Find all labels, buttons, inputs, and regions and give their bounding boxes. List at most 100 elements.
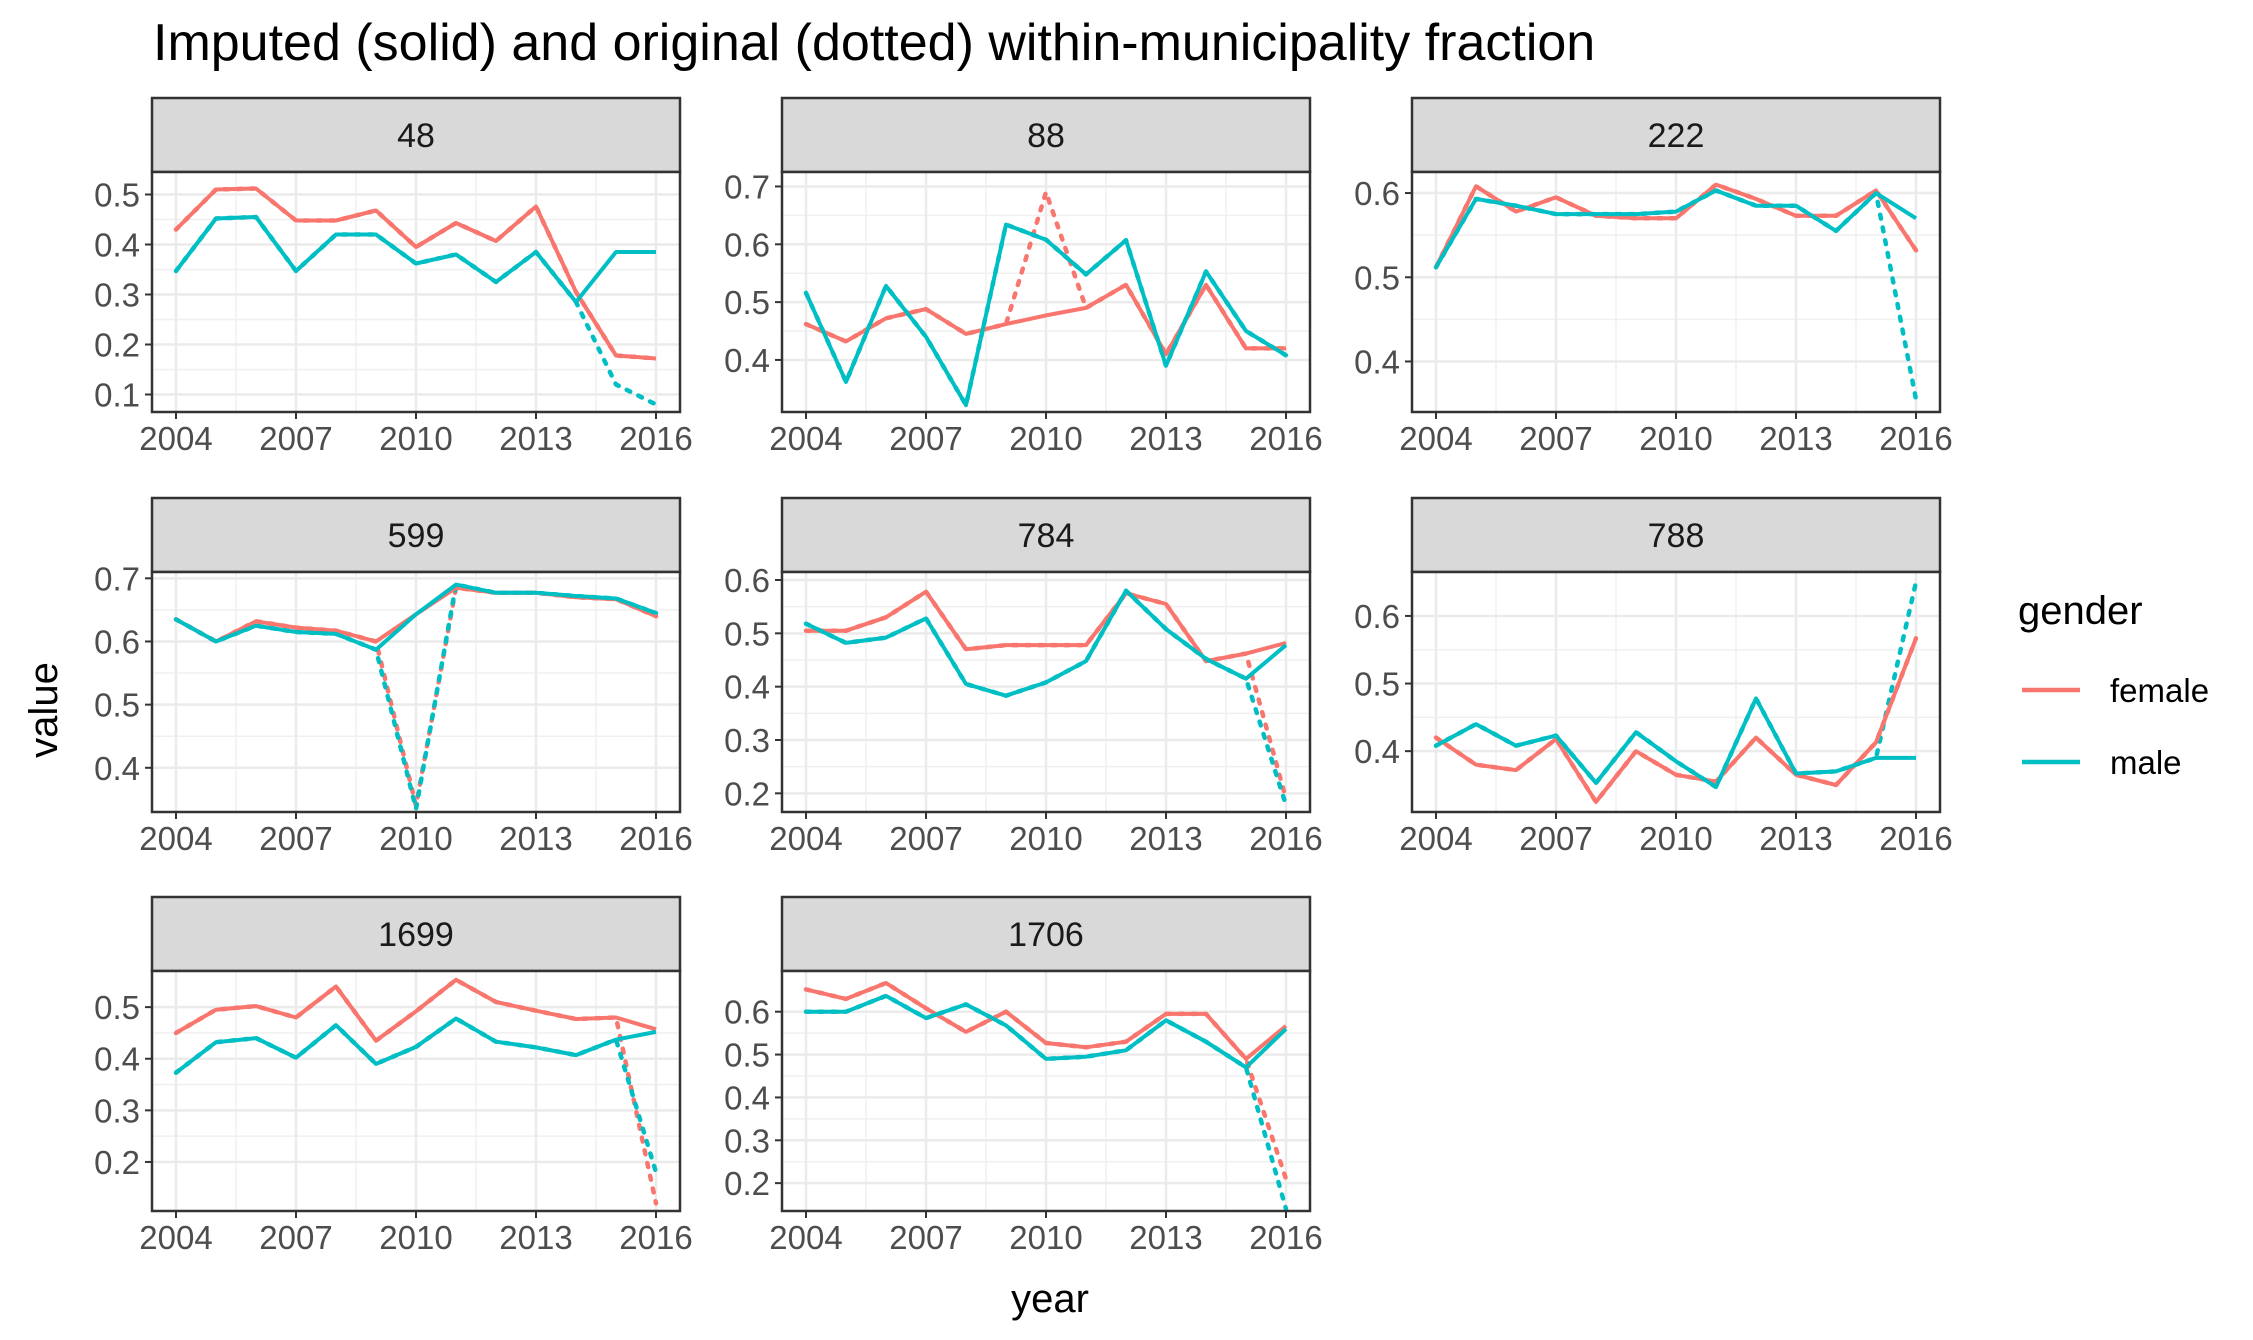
- y-tick-label: 0.5: [724, 615, 770, 652]
- x-tick-label: 2004: [1399, 820, 1472, 857]
- panel-788: 788 2004 2007 2010 2013 2016 0.4 0.5 0.6: [1354, 496, 1953, 857]
- x-tick-label: 2010: [379, 1219, 452, 1256]
- panel-strip: [1410, 96, 1942, 174]
- y-tick-label: 0.4: [1354, 733, 1400, 770]
- y-tick-label: 0.6: [724, 226, 770, 263]
- panel-lines: [803, 588, 1289, 808]
- x-tick-label: 2007: [889, 420, 962, 457]
- imputed-line-female: [805, 282, 1286, 357]
- panel-border: [1410, 570, 1942, 814]
- x-tick-label: 2016: [1249, 420, 1322, 457]
- y-tick-label: 0.2: [724, 775, 770, 812]
- legend-entries: female male: [2022, 672, 2209, 781]
- imputed-line-female: [1434, 637, 1918, 804]
- x-tick-label: 2007: [1519, 420, 1592, 457]
- x-tick-label: 2016: [619, 820, 692, 857]
- x-tick-label: 2004: [769, 420, 842, 457]
- x-tick-label: 2016: [1879, 420, 1952, 457]
- imputed-line-female: [1434, 182, 1918, 269]
- y-tick-label: 0.3: [94, 1092, 140, 1129]
- x-tick-label: 2010: [1009, 1219, 1082, 1256]
- y-tick-label: 0.4: [724, 669, 770, 706]
- panel-label: 88: [1027, 117, 1065, 155]
- y-tick-label: 0.5: [94, 989, 140, 1026]
- x-tick-label: 2004: [769, 1219, 842, 1256]
- y-tick-label: 0.5: [94, 687, 140, 724]
- x-tick-label: 2016: [619, 1219, 692, 1256]
- panel-strip: [150, 96, 682, 174]
- y-tick-label: 0.4: [94, 750, 140, 787]
- panel-784: 784 2004 2007 2010 2013 2016 0.2 0.3 0.4 0.5 0.6: [724, 496, 1323, 857]
- x-tick-label: 2013: [1759, 420, 1832, 457]
- panel-lines: [173, 186, 659, 407]
- imputed-line-male: [1434, 188, 1918, 269]
- x-tick-label: 2010: [1009, 420, 1082, 457]
- x-tick-label: 2010: [1009, 820, 1082, 857]
- panel-48: 48 2004 2007 2010 2013 2016 0.1 0.2 0.3 0.4 0.5: [94, 96, 693, 457]
- x-tick-label: 2013: [1129, 820, 1202, 857]
- original-line-male: [173, 582, 659, 812]
- panel-label: 222: [1648, 117, 1705, 155]
- panel-border: [150, 969, 682, 1213]
- panel-strip: [150, 895, 682, 973]
- y-tick-label: 0.4: [724, 1079, 770, 1116]
- legend-label-male: male: [2110, 744, 2182, 781]
- panel-strip: [150, 496, 682, 574]
- panel-label: 784: [1018, 517, 1075, 555]
- y-tick-label: 0.4: [724, 342, 770, 379]
- panel-lines: [173, 977, 659, 1206]
- y-tick-label: 0.7: [94, 560, 140, 597]
- imputed-line-male: [804, 222, 1288, 408]
- imputed-line-female: [174, 186, 657, 361]
- panel-lines: [1433, 579, 1919, 805]
- x-tick-label: 2010: [379, 820, 452, 857]
- y-tick-label: 0.4: [94, 227, 140, 264]
- panel-lines: [803, 980, 1289, 1211]
- y-tick-label: 0.2: [94, 327, 140, 364]
- x-tick-label: 2004: [1399, 420, 1472, 457]
- panel-lines: [1433, 182, 1919, 402]
- x-tick-label: 2016: [619, 420, 692, 457]
- x-tick-label: 2016: [1249, 1219, 1322, 1256]
- imputed-line-male: [174, 215, 656, 304]
- y-tick-label: 0.6: [94, 623, 140, 660]
- x-tick-label: 2013: [1129, 420, 1202, 457]
- x-tick-label: 2007: [259, 820, 332, 857]
- panel-strip: [780, 496, 1312, 574]
- y-tick-label: 0.3: [94, 277, 140, 314]
- y-tick-label: 0.4: [1354, 343, 1400, 380]
- x-tick-label: 2013: [1129, 1219, 1202, 1256]
- panels-layer: 48 2004 2007 2010 2013 2016 0.1 0.2 0.3 0.4 0.5 88 2…: [94, 96, 1953, 1256]
- panel-strip: [1410, 496, 1942, 574]
- y-tick-label: 0.2: [94, 1144, 140, 1181]
- y-tick-label: 0.5: [1354, 259, 1400, 296]
- panel-label: 48: [397, 117, 435, 155]
- x-tick-label: 2007: [259, 420, 332, 457]
- imputed-line-male: [175, 582, 657, 652]
- x-axis-title: year: [1011, 1277, 1089, 1321]
- chart-title: Imputed (solid) and original (dotted) wi…: [153, 14, 1595, 72]
- x-tick-label: 2013: [1759, 820, 1832, 857]
- y-tick-label: 0.6: [1354, 175, 1400, 212]
- y-tick-label: 0.1: [94, 377, 140, 414]
- imputed-line-male: [1435, 696, 1916, 789]
- panel-label: 599: [388, 517, 445, 555]
- y-tick-label: 0.5: [724, 1037, 770, 1074]
- panel-border: [150, 570, 682, 814]
- y-tick-label: 0.3: [724, 1122, 770, 1159]
- x-tick-label: 2016: [1879, 820, 1952, 857]
- y-tick-label: 0.5: [94, 177, 140, 214]
- y-axis-title: value: [22, 662, 66, 758]
- panel-222: 222 2004 2007 2010 2013 2016 0.4 0.5 0.6: [1354, 96, 1953, 457]
- x-tick-label: 2007: [889, 820, 962, 857]
- panel-label: 1706: [1008, 916, 1084, 954]
- imputed-line-female: [805, 981, 1288, 1061]
- x-tick-label: 2016: [1249, 820, 1322, 857]
- x-tick-label: 2004: [139, 1219, 212, 1256]
- panel-label: 1699: [378, 916, 454, 954]
- x-tick-label: 2013: [499, 820, 572, 857]
- panel-border: [780, 170, 1312, 414]
- imputed-line-male: [174, 1016, 657, 1075]
- imputed-line-female: [174, 977, 657, 1043]
